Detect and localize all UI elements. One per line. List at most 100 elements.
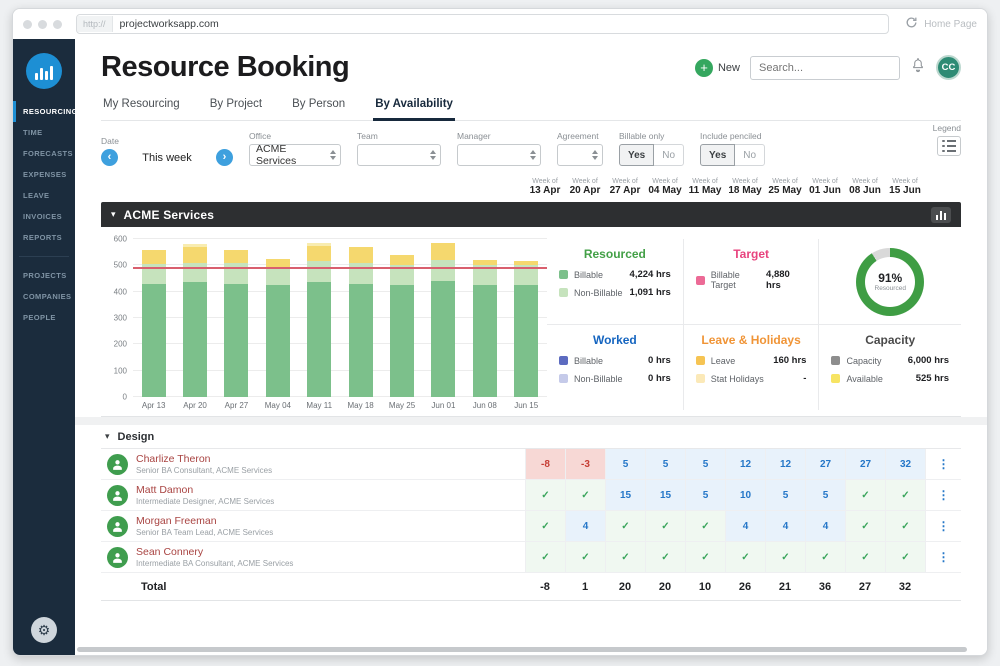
person-name-link[interactable]: Sean Connery (136, 546, 204, 558)
next-week-button[interactable]: › (216, 149, 233, 166)
availability-cell[interactable]: ✓ (645, 511, 685, 541)
availability-cell[interactable]: ✓ (525, 542, 565, 572)
availability-cell[interactable]: 5 (685, 449, 725, 479)
new-button[interactable]: + New (694, 58, 740, 77)
tab-by-person[interactable]: By Person (292, 98, 346, 110)
sidebar-item-people[interactable]: PEOPLE (23, 313, 56, 322)
sidebar-item-companies[interactable]: COMPANIES (23, 292, 72, 301)
person-name-link[interactable]: Matt Damon (136, 484, 194, 496)
chart-bar-jun-15[interactable] (514, 239, 539, 397)
availability-cell[interactable]: 15 (605, 480, 645, 510)
sidebar-item-projects[interactable]: PROJECTS (23, 271, 67, 280)
refresh-icon[interactable] (905, 16, 918, 32)
billable-only-no[interactable]: No (653, 144, 685, 166)
billable-only-yes[interactable]: Yes (619, 144, 655, 166)
sidebar-item-expenses[interactable]: EXPENSES (23, 170, 67, 179)
availability-cell[interactable]: 12 (765, 449, 805, 479)
chart-bar-jun-01[interactable] (431, 239, 456, 397)
availability-cell[interactable]: ✓ (565, 480, 605, 510)
manager-select[interactable] (457, 144, 541, 166)
availability-cell[interactable]: -8 (525, 449, 565, 479)
user-avatar[interactable]: CC (936, 55, 961, 80)
availability-cell[interactable]: ✓ (605, 511, 645, 541)
availability-cell[interactable]: 5 (605, 449, 645, 479)
sidebar-item-forecasts[interactable]: FORECASTS (23, 149, 73, 158)
include-penciled-yes[interactable]: Yes (700, 144, 736, 166)
availability-cell[interactable]: 27 (845, 449, 885, 479)
chart-bar-may-11[interactable] (307, 239, 332, 397)
availability-cell[interactable]: 27 (805, 449, 845, 479)
chart-bar-may-25[interactable] (390, 239, 415, 397)
availability-cell[interactable]: ✓ (885, 480, 925, 510)
availability-cell[interactable]: ✓ (685, 542, 725, 572)
availability-cell[interactable]: ✓ (605, 542, 645, 572)
availability-cell[interactable]: 4 (765, 511, 805, 541)
person-name-link[interactable]: Charlize Theron (136, 453, 211, 465)
team-select[interactable] (357, 144, 441, 166)
tab-by-availability[interactable]: By Availability (373, 98, 455, 121)
availability-cell[interactable]: 5 (685, 480, 725, 510)
person-name-link[interactable]: Morgan Freeman (136, 515, 217, 527)
availability-cell[interactable]: ✓ (565, 542, 605, 572)
url-text[interactable]: projectworksapp.com (119, 18, 219, 30)
office-select[interactable]: ACME Services (249, 143, 341, 167)
availability-cell[interactable]: ✓ (845, 480, 885, 510)
sidebar-item-invoices[interactable]: INVOICES (23, 212, 63, 221)
url-bar[interactable]: http:// projectworksapp.com (76, 14, 890, 34)
tab-my-resourcing[interactable]: My Resourcing (103, 98, 180, 110)
notifications-bell-icon[interactable] (910, 57, 926, 78)
date-range-value[interactable]: This week (142, 151, 192, 164)
chart-bar-apr-20[interactable] (183, 239, 208, 397)
chart-toggle-icon[interactable] (931, 206, 951, 223)
previous-week-button[interactable]: ‹ (101, 149, 118, 166)
design-section-header[interactable]: ▾ Design (101, 425, 961, 449)
availability-cell[interactable]: ✓ (725, 542, 765, 572)
search-input[interactable] (750, 55, 900, 80)
collapse-arrow-icon[interactable]: ▾ (105, 431, 110, 441)
chart-bar-apr-13[interactable] (141, 239, 166, 397)
chart-bar-jun-08[interactable] (472, 239, 497, 397)
availability-cell[interactable]: 4 (725, 511, 765, 541)
legend-icon[interactable] (937, 136, 961, 156)
row-menu-icon[interactable]: ⋮ (925, 542, 961, 572)
chart-bar-may-04[interactable] (265, 239, 290, 397)
availability-cell[interactable]: 5 (765, 480, 805, 510)
availability-cell[interactable]: 5 (805, 480, 845, 510)
window-dot[interactable] (53, 19, 62, 29)
group-header-acme-services[interactable]: ▾ ACME Services (101, 202, 961, 227)
availability-cell[interactable]: 15 (645, 480, 685, 510)
availability-cell[interactable]: -3 (565, 449, 605, 479)
availability-cell[interactable]: ✓ (525, 480, 565, 510)
app-logo-icon[interactable] (26, 53, 62, 89)
availability-cell[interactable]: ✓ (805, 542, 845, 572)
row-menu-icon[interactable]: ⋮ (925, 511, 961, 541)
availability-cell[interactable]: 4 (565, 511, 605, 541)
chart-bar-may-18[interactable] (348, 239, 373, 397)
availability-cell[interactable]: ✓ (885, 542, 925, 572)
availability-cell[interactable]: 4 (805, 511, 845, 541)
availability-cell[interactable]: ✓ (765, 542, 805, 572)
collapse-arrow-icon[interactable]: ▾ (111, 209, 116, 219)
availability-cell[interactable]: ✓ (525, 511, 565, 541)
availability-cell[interactable]: ✓ (685, 511, 725, 541)
sidebar-item-resourcing[interactable]: RESOURCING (13, 101, 77, 122)
window-dot[interactable] (38, 19, 47, 29)
row-menu-icon[interactable]: ⋮ (925, 449, 961, 479)
availability-cell[interactable]: 10 (725, 480, 765, 510)
window-dot[interactable] (23, 19, 32, 29)
row-menu-icon[interactable]: ⋮ (925, 480, 961, 510)
agreement-select[interactable] (557, 144, 603, 166)
availability-cell[interactable]: ✓ (645, 542, 685, 572)
availability-cell[interactable]: 12 (725, 449, 765, 479)
availability-cell[interactable]: 5 (645, 449, 685, 479)
chart-bar-apr-27[interactable] (224, 239, 249, 397)
availability-cell[interactable]: ✓ (845, 511, 885, 541)
availability-cell[interactable]: ✓ (885, 511, 925, 541)
sidebar-item-time[interactable]: TIME (23, 128, 43, 137)
sidebar-item-reports[interactable]: REPORTS (23, 233, 63, 242)
availability-cell[interactable]: 32 (885, 449, 925, 479)
include-penciled-no[interactable]: No (734, 144, 766, 166)
tab-by-project[interactable]: By Project (209, 98, 263, 110)
availability-cell[interactable]: ✓ (845, 542, 885, 572)
home-page-link[interactable]: Home Page (924, 18, 977, 30)
